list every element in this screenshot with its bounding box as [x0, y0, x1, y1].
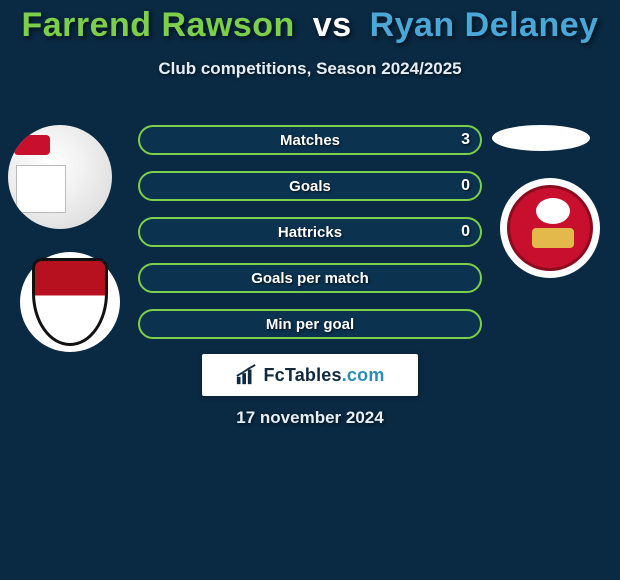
bars-icon — [235, 364, 257, 386]
player1-photo — [8, 125, 112, 229]
stat-value-right: 3 — [461, 127, 470, 153]
branding-text: FcTables.com — [263, 365, 384, 386]
branding-main: FcTables — [263, 365, 341, 385]
vs-text: vs — [313, 6, 352, 44]
stats-container: Matches 3 Goals 0 Hattricks 0 Goals per … — [138, 125, 482, 355]
branding-suffix: .com — [342, 365, 385, 385]
stat-label: Matches — [140, 127, 480, 153]
stat-row-goals-per-match: Goals per match — [138, 263, 482, 293]
player2-club-crest — [500, 178, 600, 278]
stat-label: Hattricks — [140, 219, 480, 245]
stat-value-right: 0 — [461, 219, 470, 245]
branding-badge: FcTables.com — [202, 354, 418, 396]
player2-name: Ryan Delaney — [370, 6, 599, 44]
stat-label: Goals — [140, 173, 480, 199]
subtitle: Club competitions, Season 2024/2025 — [0, 59, 620, 79]
stat-row-matches: Matches 3 — [138, 125, 482, 155]
stat-label: Goals per match — [140, 265, 480, 291]
player1-club-crest — [20, 252, 120, 352]
stat-row-goals: Goals 0 — [138, 171, 482, 201]
stat-row-min-per-goal: Min per goal — [138, 309, 482, 339]
player1-name: Farrend Rawson — [21, 6, 294, 44]
crest-icon — [507, 185, 593, 271]
stat-label: Min per goal — [140, 311, 480, 337]
shield-icon — [32, 258, 108, 346]
stat-row-hattricks: Hattricks 0 — [138, 217, 482, 247]
date-text: 17 november 2024 — [0, 408, 620, 428]
player2-photo-placeholder — [492, 125, 590, 151]
stat-value-right: 0 — [461, 173, 470, 199]
page-title: Farrend Rawson vs Ryan Delaney — [0, 0, 620, 45]
